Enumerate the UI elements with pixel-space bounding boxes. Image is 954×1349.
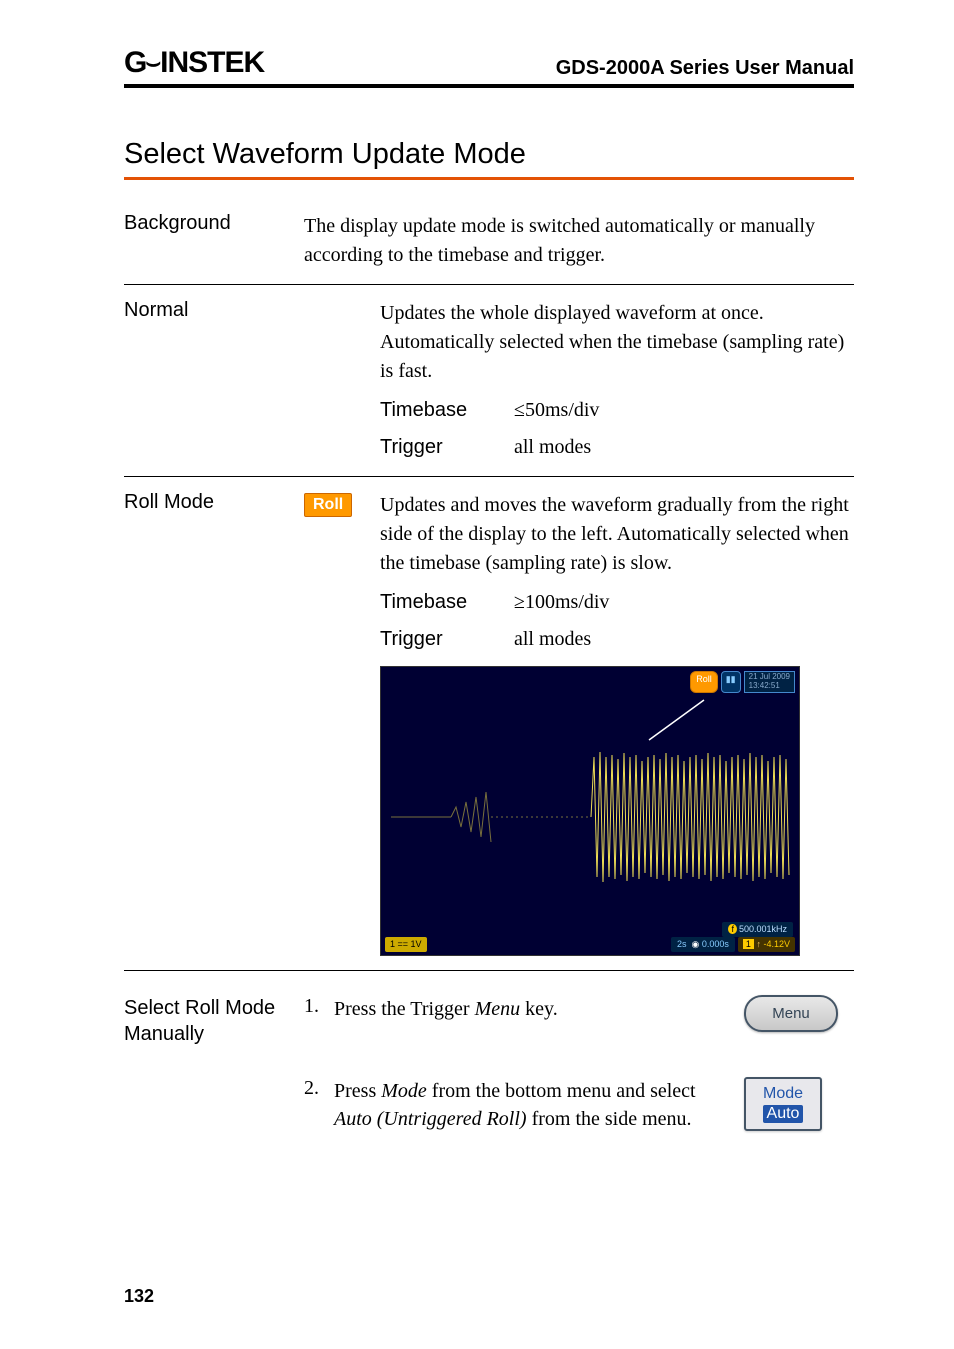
page-number: 132 — [124, 1286, 154, 1307]
roll-row: Roll Mode Roll Updates and moves the wav… — [124, 477, 854, 971]
scope-datetime: 21 Jul 200913:42:51 — [744, 671, 795, 693]
normal-description: Updates the whole displayed waveform at … — [380, 299, 854, 386]
step-2-number: 2. — [304, 1077, 334, 1133]
mode-button-label: Mode — [763, 1085, 803, 1103]
normal-trigger-label: Trigger — [380, 433, 514, 462]
section-title: Select Waveform Update Mode — [124, 138, 854, 180]
roll-timebase-label: Timebase — [380, 588, 514, 617]
roll-label: Roll Mode — [124, 491, 304, 956]
normal-timebase-label: Timebase — [380, 396, 514, 425]
manual-title: GDS-2000A Series User Manual — [556, 57, 854, 80]
waveform-trace-icon — [391, 737, 791, 897]
page-header: G⌣INSTEK GDS-2000A Series User Manual — [124, 46, 854, 88]
roll-trigger-value: all modes — [514, 625, 591, 654]
trigger-menu-button[interactable]: Menu — [744, 995, 838, 1032]
step-2-text: Press Mode from the bottom menu and sele… — [334, 1077, 744, 1133]
step-1-number: 1. — [304, 995, 334, 1047]
step-1-row: Select Roll Mode Manually 1. Press the T… — [124, 995, 854, 1047]
scope-bottom-bar: 1 == 1V 2s ◉ 0.000s 1 ↑ -4.12V — [385, 937, 795, 952]
normal-trigger-value: all modes — [514, 433, 591, 462]
mode-auto-button[interactable]: Mode Auto — [744, 1077, 822, 1131]
oscilloscope-screenshot: Roll ▮▮ 21 Jul 200913:42:51 — [380, 666, 800, 956]
roll-badge-col: Roll — [304, 491, 380, 956]
scope-channel-badge: 1 == 1V — [385, 937, 427, 952]
step-1-text: Press the Trigger Menu key. — [334, 995, 744, 1047]
scope-timebase-badge: 2s ◉ 0.000s — [671, 937, 735, 952]
normal-content: Updates the whole displayed waveform at … — [380, 299, 854, 462]
background-row: Background The display update mode is sw… — [124, 198, 854, 285]
background-label: Background — [124, 212, 304, 270]
scope-roll-badge: Roll — [690, 671, 718, 693]
normal-icon-spacer — [304, 299, 380, 462]
step-2-row: 2. Press Mode from the bottom menu and s… — [124, 1077, 854, 1133]
roll-badge: Roll — [304, 493, 352, 517]
steps-heading: Select Roll Mode Manually — [124, 995, 304, 1047]
scope-frequency: f500.001kHz — [722, 922, 793, 937]
mode-button-value: Auto — [763, 1105, 804, 1123]
scope-trigger-badge: 1 ↑ -4.12V — [738, 937, 795, 952]
roll-content: Updates and moves the waveform gradually… — [380, 491, 854, 956]
normal-label: Normal — [124, 299, 304, 462]
roll-trigger-label: Trigger — [380, 625, 514, 654]
normal-row: Normal Updates the whole displayed wavef… — [124, 285, 854, 477]
normal-timebase-value: ≤50ms/div — [514, 396, 599, 425]
scope-pause-icon: ▮▮ — [721, 671, 741, 693]
roll-description: Updates and moves the waveform gradually… — [380, 491, 854, 578]
brand-logo: G⌣INSTEK — [124, 46, 264, 80]
roll-timebase-value: ≥100ms/div — [514, 588, 609, 617]
background-text: The display update mode is switched auto… — [304, 212, 854, 270]
